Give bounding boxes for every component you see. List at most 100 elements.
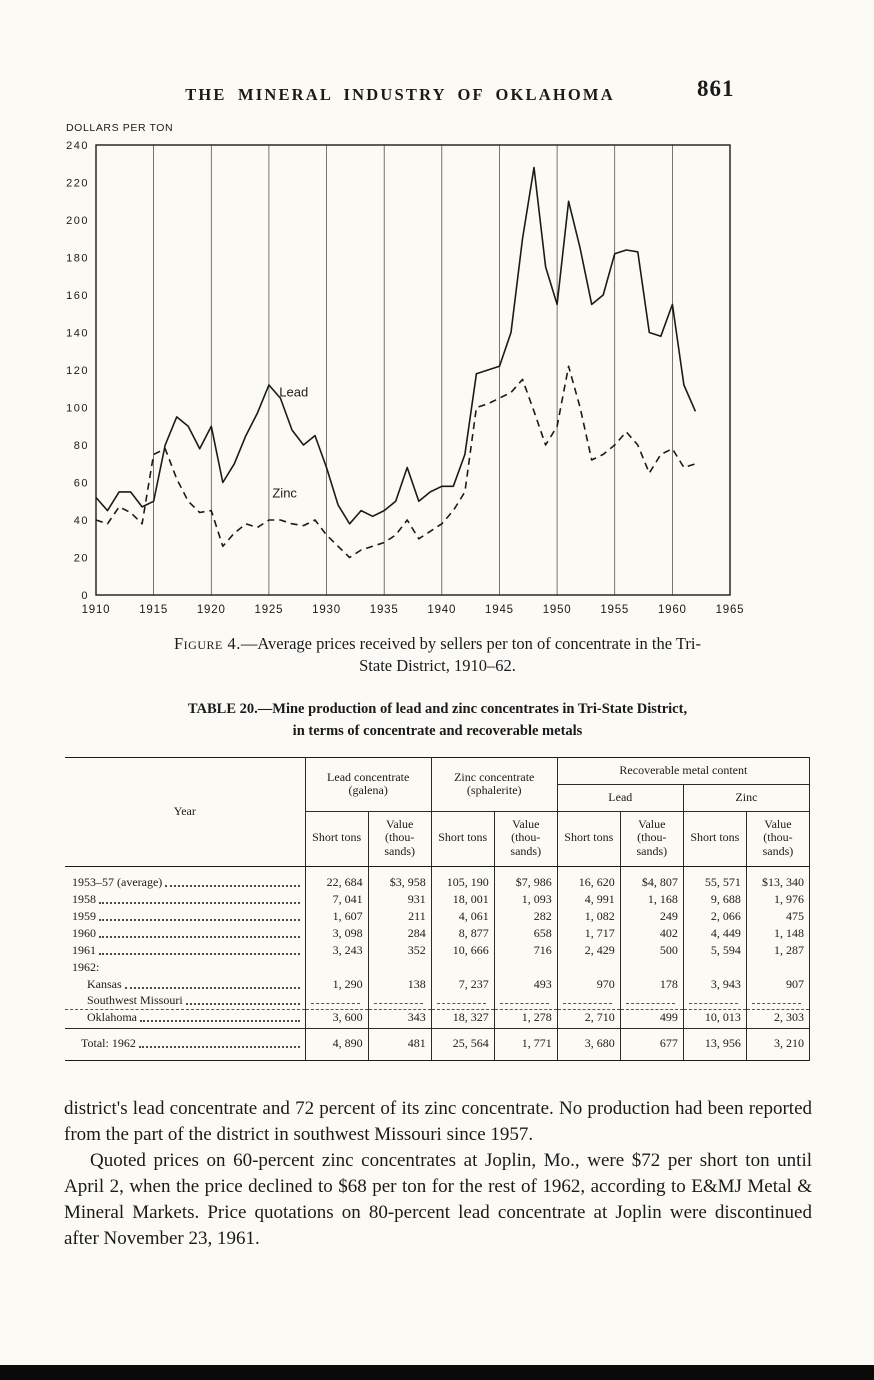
table-title: TABLE 20.—Mine production of lead and zi… <box>65 699 810 743</box>
value-cell: $7, 986 <box>494 866 558 891</box>
value-cell: 18, 327 <box>431 1009 495 1030</box>
y-tick-label: 80 <box>74 440 89 452</box>
value-cell: 500 <box>620 941 684 959</box>
paragraph-2: Quoted prices on 60-percent zinc concent… <box>64 1150 812 1250</box>
y-tick-label: 240 <box>66 140 89 152</box>
value-cell: 138 <box>368 975 432 993</box>
leader-dots <box>99 952 300 955</box>
scan-edge-artifact <box>0 1365 874 1380</box>
col-header-value: Value (thou-sands) <box>746 811 811 867</box>
value-cell: 402 <box>620 924 684 942</box>
value-cell: 2, 710 <box>557 1009 621 1030</box>
value-cell <box>368 992 432 1011</box>
page-number: 861 <box>697 76 735 101</box>
value-cell <box>557 958 621 976</box>
row-label-cell: 1961 <box>65 941 306 959</box>
col-header-year: Year <box>65 757 306 867</box>
value-cell: 658 <box>494 924 558 942</box>
value-cell: 1, 717 <box>557 924 621 942</box>
figure-caption-line2: State District, 1910–62. <box>359 655 516 675</box>
value-cell: 1, 093 <box>494 890 558 908</box>
value-cell <box>305 958 369 976</box>
col-group-lead-concentrate: Lead concentrate (galena) <box>305 757 432 812</box>
figure-caption-text1: —Average prices received by sellers per … <box>240 634 701 653</box>
figure-label: Figure 4. <box>174 634 241 653</box>
value-cell: 1, 287 <box>746 941 811 959</box>
value-cell <box>746 958 811 976</box>
x-tick-label: 1945 <box>485 604 514 616</box>
value-cell: 493 <box>494 975 558 993</box>
value-cell: 3, 600 <box>305 1009 369 1030</box>
y-tick-label: 0 <box>81 590 89 602</box>
row-label: Total: 1962 <box>81 1036 136 1051</box>
value-cell: 10, 013 <box>683 1009 747 1030</box>
value-cell: 2, 303 <box>746 1009 811 1030</box>
leader-dots <box>99 901 300 904</box>
leader-dots <box>99 935 300 938</box>
value-cell: 1, 278 <box>494 1009 558 1030</box>
body-text: district's lead concentrate and 72 perce… <box>64 1096 812 1252</box>
value-cell <box>557 992 621 1011</box>
table-row: 1953–57 (average) 22, 684 $3, 958 105, 190 $… <box>65 866 811 891</box>
value-cell: $3, 958 <box>368 866 432 891</box>
row-label-cell: 1960 <box>65 924 306 942</box>
table-row: 1960 3, 098 284 8, 877 658 1, 717 402 4, 449 1, … <box>65 924 811 942</box>
plot-frame <box>95 144 731 596</box>
col-group-recoverable-metal: Recoverable metal content <box>557 757 811 785</box>
col-header-short-tons: Short tons <box>431 811 495 867</box>
value-cell: 7, 041 <box>305 890 369 908</box>
value-cell <box>683 958 747 976</box>
no-data-dashes <box>373 996 423 1005</box>
table-row: Oklahoma 3, 600 343 18, 327 1, 278 2, 710 499 1… <box>65 1009 811 1030</box>
value-cell: 4, 991 <box>557 890 621 908</box>
value-cell: 3, 243 <box>305 941 369 959</box>
table-row: 1959 1, 607 211 4, 061 282 1, 082 249 2, 066 475 <box>65 907 811 925</box>
value-cell: 25, 564 <box>431 1028 495 1061</box>
value-cell: 1, 082 <box>557 907 621 925</box>
table-title-line1: TABLE 20.—Mine production of lead and zi… <box>187 701 688 717</box>
leader-dots <box>140 1020 300 1023</box>
no-data-dashes <box>436 996 486 1005</box>
value-cell: 178 <box>620 975 684 993</box>
col-header-short-tons: Short tons <box>683 811 747 867</box>
figure-caption: Figure 4.—Average prices received by sel… <box>65 633 810 677</box>
value-cell: 13, 956 <box>683 1028 747 1061</box>
value-cell: 1, 168 <box>620 890 684 908</box>
row-label: 1961 <box>72 942 96 957</box>
value-cell: 716 <box>494 941 558 959</box>
table-row: 1961 3, 243 352 10, 666 716 2, 429 500 5, 594 1,… <box>65 941 811 959</box>
value-cell: 1, 607 <box>305 907 369 925</box>
value-cell: 499 <box>620 1009 684 1030</box>
col-subgroup-lead: Lead <box>557 784 684 812</box>
value-cell: 55, 571 <box>683 866 747 891</box>
value-cell: 18, 001 <box>431 890 495 908</box>
col-header-short-tons: Short tons <box>305 811 369 867</box>
col-header-value: Value (thou-sands) <box>494 811 558 867</box>
x-tick-label: 1910 <box>82 604 111 616</box>
value-cell: 249 <box>620 907 684 925</box>
leader-dots <box>165 884 300 887</box>
row-label: Kansas <box>87 976 122 991</box>
table-row: Southwest Missouri <box>65 992 811 1011</box>
value-cell: 352 <box>368 941 432 959</box>
value-cell: 4, 890 <box>305 1028 369 1061</box>
table-20: Year Lead concentrate (galena) Zinc conc… <box>65 757 812 1061</box>
value-cell <box>620 992 684 1011</box>
row-label-cell: Oklahoma <box>65 1009 306 1030</box>
value-cell <box>431 958 495 976</box>
value-cell: 3, 943 <box>683 975 747 993</box>
row-label: Southwest Missouri <box>87 993 183 1008</box>
header-row-metals: Lead Zinc <box>65 784 811 812</box>
x-tick-label: 1955 <box>600 604 629 616</box>
value-cell: 2, 429 <box>557 941 621 959</box>
leader-dots <box>124 986 300 989</box>
price-chart-svg: 0 20 40 60 80 100 120 140 160 180 200 220 240 1910 191… <box>66 140 743 616</box>
y-tick-label: 120 <box>66 365 89 377</box>
y-tick-label: 100 <box>66 403 89 415</box>
row-label-cell: 1953–57 (average) <box>65 866 306 891</box>
row-label: 1962: <box>72 959 100 974</box>
y-tick-label: 160 <box>66 290 89 302</box>
value-cell: 3, 098 <box>305 924 369 942</box>
y-tick-label: 200 <box>66 215 89 227</box>
